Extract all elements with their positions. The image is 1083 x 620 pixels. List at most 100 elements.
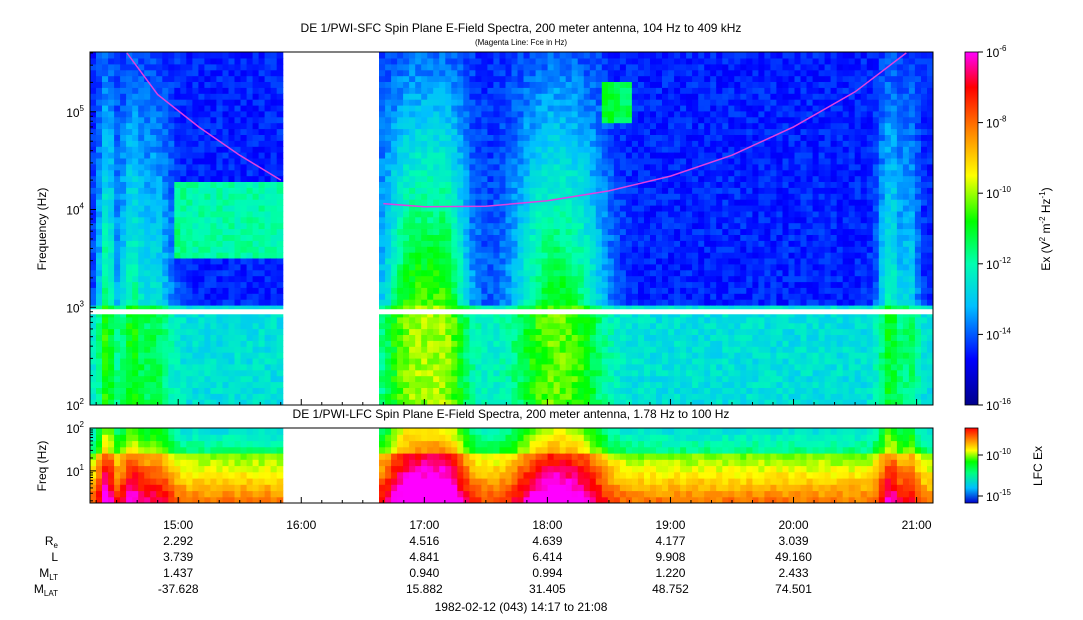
top-spectrogram-cell	[120, 187, 127, 194]
top-spectrogram-cell	[481, 263, 488, 271]
top-spectrogram-cell	[475, 140, 482, 147]
top-spectrogram-cell	[595, 269, 603, 277]
top-spectrogram-cell	[180, 281, 187, 288]
top-spectrogram-cell	[409, 122, 416, 130]
top-spectrogram-cell	[535, 81, 543, 88]
top-spectrogram-cell	[397, 393, 404, 400]
top-spectrogram-cell	[644, 69, 651, 77]
top-spectrogram-cell	[493, 375, 500, 383]
top-spectrogram-cell	[192, 199, 199, 206]
top-spectrogram-cell	[276, 104, 284, 112]
top-spectrogram-cell	[385, 240, 392, 247]
top-spectrogram-cell	[541, 222, 549, 230]
top-spectrogram-cell	[463, 81, 470, 88]
top-spectrogram-cell	[535, 216, 543, 224]
top-spectrogram-cell	[595, 104, 603, 112]
top-spectrogram-cell	[198, 93, 205, 100]
top-spectrogram-cell	[156, 399, 163, 405]
top-spectrogram-cell	[451, 57, 458, 65]
top-spectrogram-cell	[144, 163, 151, 171]
top-spectrogram-cell	[102, 175, 109, 182]
top-spectrogram-cell	[96, 93, 103, 100]
top-spectrogram-cell	[114, 57, 121, 65]
top-spectrogram-cell	[156, 363, 163, 371]
top-spectrogram-cell	[192, 252, 199, 259]
top-spectrogram-cell	[144, 387, 151, 394]
top-spectrogram-cell	[529, 299, 537, 306]
top-spectrogram-cell	[535, 63, 543, 71]
top-spectrogram-cell	[668, 199, 675, 206]
top-spectrogram-cell	[547, 187, 555, 194]
top-spectrogram-cell	[553, 175, 561, 182]
top-spectrogram-cell	[276, 152, 284, 159]
top-spectrogram-cell	[403, 228, 410, 235]
top-spectrogram-cell	[409, 116, 416, 124]
top-spectrogram-cell	[511, 299, 519, 306]
top-spectrogram-cell	[475, 369, 482, 377]
top-spectrogram-cell	[132, 75, 139, 82]
top-spectrogram-cell	[638, 93, 645, 100]
top-spectrogram-cell	[162, 287, 169, 294]
top-spectrogram-cell	[601, 293, 609, 300]
top-spectrogram-cell	[264, 63, 272, 71]
top-spectrogram-cell	[150, 293, 157, 300]
top-spectrogram-cell	[674, 205, 681, 212]
top-spectrogram-cell	[228, 275, 236, 283]
top-spectrogram-cell	[541, 110, 549, 118]
top-spectrogram-cell	[505, 352, 513, 359]
top-spectrogram-cell	[168, 275, 175, 283]
top-spectrogram-cell	[529, 363, 537, 371]
top-spectrogram-cell	[577, 287, 585, 294]
top-spectrogram-cell	[638, 352, 645, 359]
top-spectrogram-cell	[90, 287, 97, 294]
top-spectrogram-cell	[457, 140, 464, 147]
top-spectrogram-cell	[571, 63, 579, 71]
top-spectrogram-cell	[601, 334, 609, 341]
top-spectrogram-cell	[487, 228, 494, 235]
top-spectrogram-cell	[541, 181, 549, 188]
top-spectrogram-cell	[234, 228, 242, 235]
top-spectrogram-cell	[607, 152, 615, 159]
top-spectrogram-cell	[481, 299, 488, 306]
top-spectrogram-cell	[535, 104, 543, 112]
top-spectrogram-cell	[463, 299, 470, 306]
top-spectrogram-cell	[246, 369, 254, 377]
top-spectrogram-cell	[222, 228, 230, 235]
top-spectrogram-cell	[222, 175, 230, 182]
top-spectrogram-cell	[222, 222, 230, 230]
top-spectrogram-cell	[668, 75, 675, 82]
top-spectrogram-cell	[222, 334, 230, 341]
top-spectrogram-cell	[445, 52, 452, 59]
top-spectrogram-cell	[475, 181, 482, 188]
top-spectrogram-cell	[126, 363, 133, 371]
top-spectrogram-cell	[240, 169, 248, 177]
top-spectrogram-cell	[168, 63, 175, 71]
top-spectrogram-cell	[475, 399, 482, 405]
top-spectrogram-cell	[108, 93, 115, 100]
top-spectrogram-cell	[487, 52, 494, 59]
top-spectrogram-cell	[264, 269, 272, 277]
top-spectrogram-cell	[391, 322, 398, 330]
top-spectrogram-cell	[204, 240, 211, 247]
top-spectrogram-cell	[523, 169, 531, 177]
top-spectrogram-cell	[421, 157, 428, 165]
top-spectrogram-cell	[391, 387, 398, 394]
top-spectrogram-cell	[397, 152, 404, 159]
top-spectrogram-cell	[409, 104, 416, 112]
top-spectrogram-cell	[457, 269, 464, 277]
top-spectrogram-cell	[132, 228, 139, 235]
top-spectrogram-cell	[529, 340, 537, 347]
top-spectrogram-cell	[240, 352, 248, 359]
top-spectrogram-cell	[577, 99, 585, 106]
top-spectrogram-cell	[403, 257, 410, 265]
top-spectrogram-cell	[487, 63, 494, 71]
top-spectrogram-cell	[625, 163, 633, 171]
top-spectrogram-cell	[114, 387, 121, 394]
top-spectrogram-cell	[180, 175, 187, 182]
top-spectrogram-cell	[126, 63, 133, 71]
top-spectrogram-cell	[619, 52, 627, 59]
top-spectrogram-cell	[379, 152, 386, 159]
top-spectrogram-cell	[625, 93, 633, 100]
top-spectrogram-cell	[619, 393, 627, 400]
top-spectrogram-cell	[210, 240, 217, 247]
